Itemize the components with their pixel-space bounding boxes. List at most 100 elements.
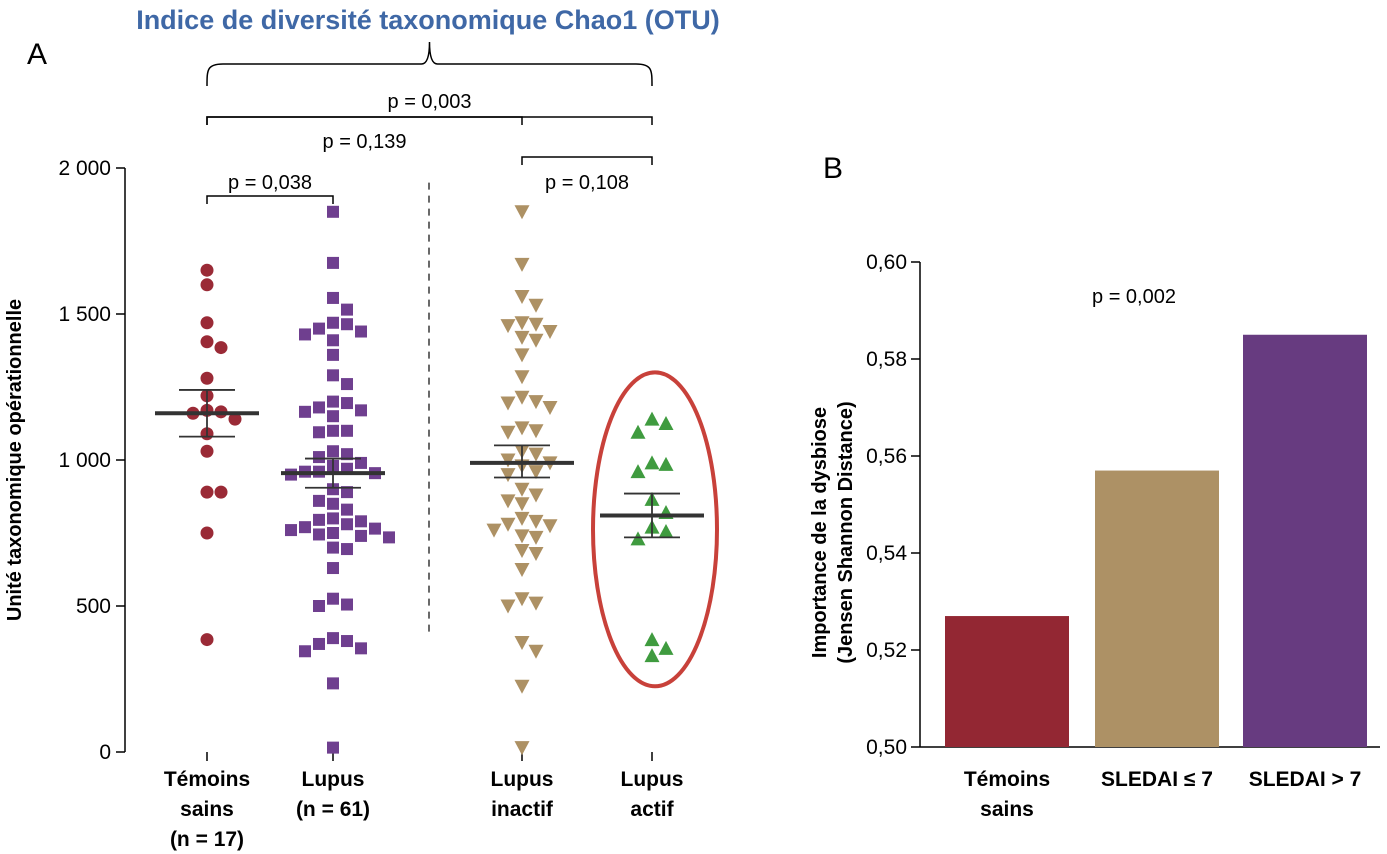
data-point-triangle-down [528,333,544,348]
data-point-triangle-down [514,205,530,220]
data-point-triangle-down [514,497,530,512]
data-point-square [327,592,339,605]
data-point-triangle-down [528,447,544,462]
data-point-square [327,291,339,304]
data-point-circle [200,316,214,330]
y-axis-label: (Jensen Shannon Distance) [835,401,857,663]
data-point-square [341,448,353,461]
data-point-triangle-down [500,319,516,334]
y-tick-label: 0,58 [866,348,907,371]
data-point-triangle-down [500,468,516,483]
data-point-triangle-down [500,494,516,509]
data-point-triangle-up [630,464,646,479]
panel-b-label: B [823,152,843,185]
data-point-square [355,515,367,528]
series-lupus [281,205,395,754]
data-point-triangle-down [514,370,530,385]
data-point-square [341,503,353,516]
data-point-triangle-down [500,599,516,614]
x-category-label: sains [180,798,234,821]
data-point-square [383,531,395,544]
data-point-square [313,451,325,464]
data-point-triangle-down [514,390,530,405]
data-point-triangle-down [528,530,544,545]
y-tick-label: 0,52 [866,639,907,662]
data-point-triangle-down [514,257,530,272]
data-point-square [313,322,325,335]
data-point-square [341,318,353,331]
panel-b-bar-chart: B 0,50 0,52 0,54 0,56 0,58 0,60 Importance de … [809,152,1380,821]
data-point-circle [200,335,214,349]
y-axis-label: Importance de la dysbiose [809,407,831,658]
data-point-triangle-down [514,636,530,650]
data-point-triangle-down [542,325,558,340]
data-point-square [327,205,339,218]
data-point-triangle-up [644,648,660,663]
p-value-label: p = 0,003 [388,91,472,113]
data-point-square [313,600,325,612]
bracket-line [206,116,653,125]
data-point-square [299,521,311,534]
data-point-triangle-down [528,546,544,561]
data-point-square [341,303,353,316]
bracket-line [206,195,334,204]
data-point-circle [200,485,214,499]
data-point-square [299,645,311,658]
data-point-circle [200,263,214,277]
data-point-triangle-down [528,596,544,611]
data-point-square [355,325,367,338]
y-tick-label: 0,50 [866,736,907,759]
data-point-square [341,486,353,499]
data-point-square [327,541,339,554]
data-point-square [313,426,325,439]
data-point-square [369,522,381,535]
highlight-ellipse [591,370,719,689]
y-tick-label: 0,60 [866,251,907,274]
data-point-triangle-down [528,488,544,503]
y-tick-label: 2 000 [58,157,111,180]
x-category-label: Témoins [164,768,250,791]
p-value-label: p = 0,108 [545,172,629,194]
bar [1095,470,1219,747]
data-point-square [327,527,339,539]
data-point-triangle-up [658,640,674,655]
data-point-square [327,256,339,269]
data-point-triangle-down [514,741,530,756]
data-point-square [341,518,353,531]
data-point-triangle-down [542,400,558,415]
data-point-square [299,328,311,341]
data-point-square [327,424,339,437]
significance-bracket: p = 0,139 [206,116,523,153]
data-point-square [313,528,325,541]
series-temoins [155,263,259,647]
data-point-square [327,632,339,645]
x-category-label: SLEDAI ≤ 7 [1101,768,1213,791]
data-point-square [327,410,339,423]
data-point-triangle-down [528,395,544,410]
data-point-square [327,445,339,458]
significance-bracket: p = 0,003 [206,91,653,125]
data-point-square [341,635,353,648]
x-category-label: Lupus [302,768,365,791]
data-point-triangle-down [528,317,544,332]
data-point-square [285,524,297,537]
data-point-square [355,529,367,542]
y-tick-label: 0,56 [866,445,907,468]
data-point-triangle-up [630,531,646,546]
data-point-square [327,741,339,754]
data-point-square [327,562,339,575]
data-point-triangle-down [500,425,516,440]
data-point-square [341,424,353,437]
data-point-square [313,401,325,414]
series-inactif [470,205,574,756]
data-point-triangle-down [514,529,530,544]
data-point-square [327,316,339,329]
data-point-circle [200,444,214,458]
y-tick-label: 0,54 [866,542,907,565]
data-point-circle [200,633,214,647]
data-point-triangle-down [514,511,530,526]
data-point-triangle-down [528,465,544,480]
data-point-triangle-down [514,679,530,694]
x-category-label: (n = 61) [296,798,370,821]
data-point-triangle-up [644,411,660,426]
